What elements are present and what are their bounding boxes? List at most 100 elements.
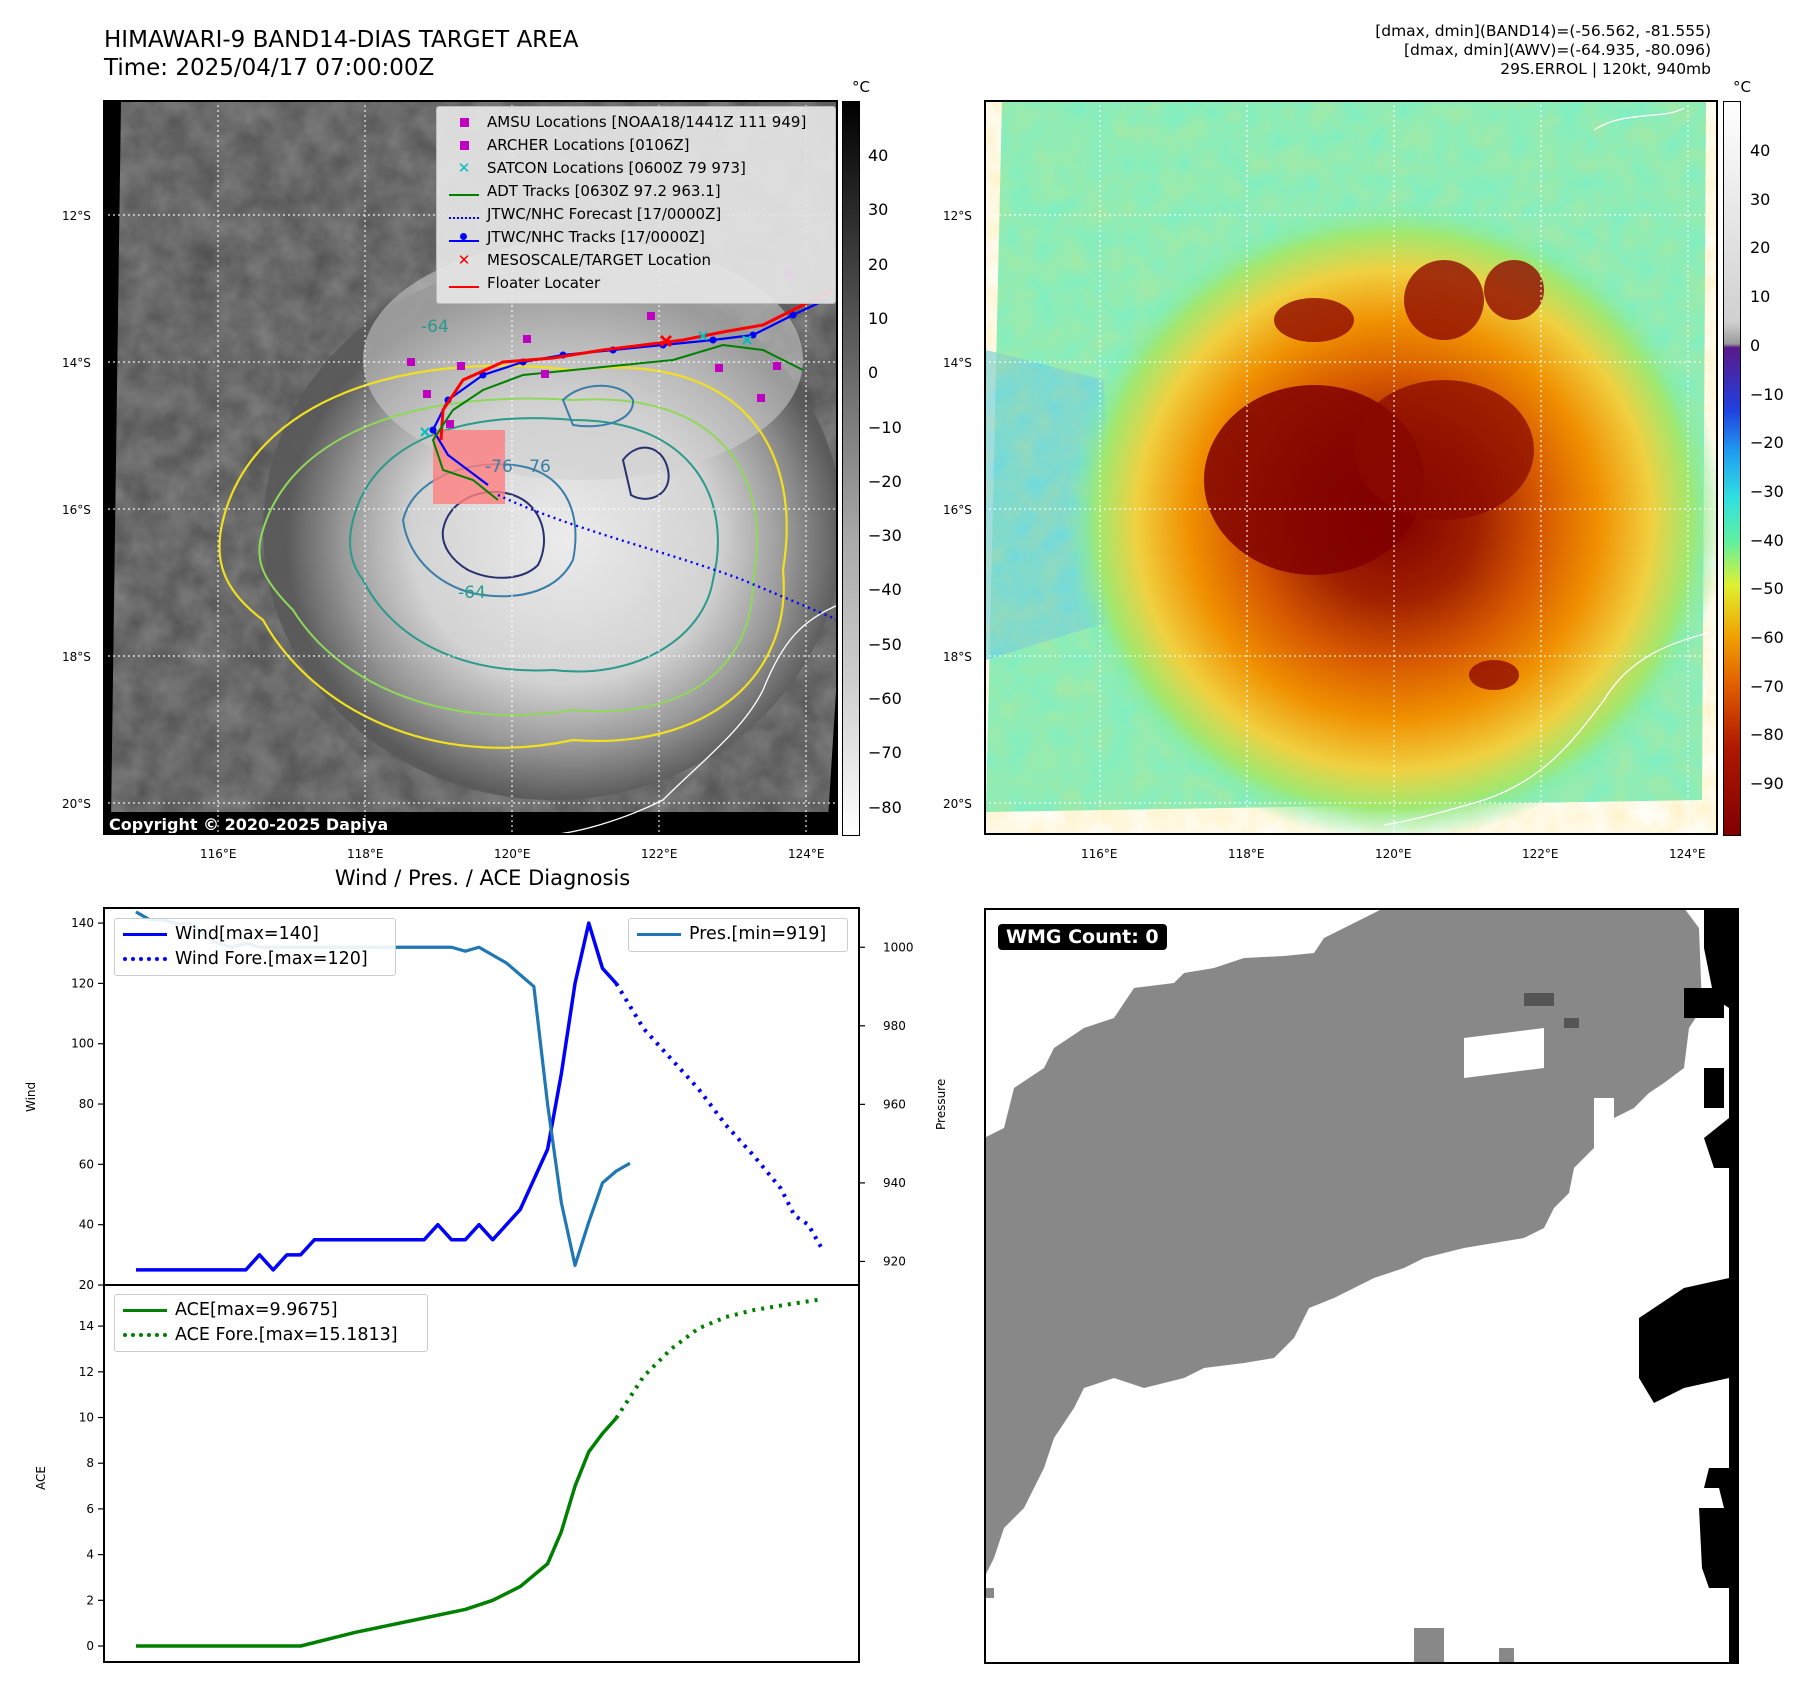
ace-ytick-label: 6: [86, 1502, 94, 1516]
lat-tick-14s-left: 14°S: [62, 356, 91, 370]
color-colorbar-tick: −20: [1750, 433, 1784, 453]
gray-colorbar-tick: −30: [868, 526, 902, 546]
ace-ytick-label: 10: [79, 1411, 94, 1425]
contour-label-2: -64: [458, 583, 486, 603]
lon-tick-120e-right: 120°E: [1375, 847, 1412, 861]
title-line-2: Time: 2025/04/17 07:00:00Z: [104, 55, 435, 81]
gray-colorbar-unit: °C: [852, 78, 870, 96]
wind-ytick-label: 100: [71, 1037, 94, 1051]
floater-track: [439, 288, 834, 441]
dotted-line-icon: [123, 957, 167, 961]
color-colorbar-tick: 40: [1750, 141, 1771, 160]
pressure-legend: Pres.[min=919]: [628, 918, 848, 952]
gray-colorbar-tick: −50: [868, 634, 902, 654]
line-icon: [447, 273, 481, 293]
gray-colorbar-tick: 0: [868, 363, 879, 383]
lon-tick-122e-left: 122°E: [641, 847, 678, 861]
gray-colorbar-tick: −60: [868, 689, 902, 708]
color-colorbar-tick: −90: [1750, 774, 1784, 794]
solid-line-icon: [123, 1308, 167, 1312]
lat-tick-12s-right: 12°S: [943, 209, 972, 223]
pressure-ytick-label: 1000: [883, 940, 914, 954]
lat-tick-14s-right: 14°S: [943, 356, 972, 370]
lon-tick-124e-left: 124°E: [788, 847, 825, 861]
x-marker-icon: ✕: [457, 250, 471, 269]
lat-tick-20s-right: 20°S: [943, 797, 972, 811]
legend-wind-fore: Wind Fore.[max=120]: [123, 947, 368, 971]
legend-row-adt: ADT Tracks [0630Z 97.2 963.1]: [447, 180, 721, 200]
lon-tick-116e-left: 116°E: [200, 847, 237, 861]
title-line-1: HIMAWARI-9 BAND14-DIAS TARGET AREA: [104, 27, 579, 53]
stats-line-1: [dmax, dmin](BAND14)=(-56.562, -81.555): [1375, 22, 1711, 40]
wind-ytick-label: 20: [79, 1278, 94, 1292]
stats-block: [dmax, dmin](BAND14)=(-56.562, -81.555) …: [1375, 22, 1711, 79]
line-icon: [447, 181, 481, 201]
pressure-ytick-label: 940: [883, 1176, 906, 1190]
color-colorbar-tick: −70: [1750, 676, 1784, 696]
ace-ytick-label: 12: [79, 1365, 94, 1379]
legend-row-jtwc-forecast: JTWC/NHC Forecast [17/0000Z]: [447, 203, 721, 223]
contour-label-3: -76: [485, 457, 513, 477]
lon-tick-124e-right: 124°E: [1669, 847, 1706, 861]
gray-colorbar-tick: 10: [868, 308, 889, 328]
map-legend: AMSU Locations [NOAA18/1441Z 111 949] AR…: [436, 106, 836, 304]
color-colorbar: [1723, 101, 1741, 836]
color-colorbar-tick: −50: [1750, 579, 1784, 599]
ace-ytick-label: 0: [86, 1639, 94, 1653]
lat-tick-18s-right: 18°S: [943, 650, 972, 664]
ace-ytick-label: 14: [79, 1319, 94, 1333]
solid-line-icon: [637, 932, 681, 936]
color-colorbar-tick: −80: [1750, 725, 1784, 745]
square-marker-icon: [447, 135, 481, 155]
wind-forecast-series-line: [614, 982, 824, 1250]
color-colorbar-tick: 10: [1750, 287, 1771, 307]
legend-wind: Wind[max=140]: [123, 922, 319, 946]
contour-label-1: -64: [421, 317, 449, 337]
wmg-svg: [986, 910, 1737, 1662]
color-map-svg: [986, 102, 1716, 833]
target-location-box: [433, 430, 505, 504]
wmg-count-badge: WMG Count: 0: [998, 924, 1167, 950]
legend-row-archer: ARCHER Locations [0106Z]: [447, 134, 690, 154]
grayscale-colorbar: [842, 101, 860, 836]
color-colorbar-tick: −40: [1750, 530, 1784, 550]
ace-ytick-label: 2: [86, 1593, 94, 1607]
lon-tick-118e-left: 118°E: [347, 847, 384, 861]
dotted-line-icon: [447, 204, 481, 224]
lat-tick-20s-left: 20°S: [62, 797, 91, 811]
wind-ytick-label: 80: [79, 1097, 94, 1111]
color-colorbar-tick: 0: [1750, 335, 1761, 355]
gray-colorbar-tick: 40: [868, 146, 889, 165]
grayscale-map-panel: -64 -64 -76 -76 Copyright © 2020-2025 Da…: [103, 100, 838, 835]
gray-colorbar-tick: −70: [868, 743, 902, 763]
ace-ytick-label: 8: [86, 1456, 94, 1470]
line-dot-icon: [447, 227, 481, 247]
color-colorbar-tick: −60: [1750, 628, 1784, 647]
color-colorbar-tick: −30: [1750, 481, 1784, 501]
lon-tick-118e-right: 118°E: [1228, 847, 1265, 861]
diagnosis-chart: 20 40 60 80 100 120 140 920 940 960 980 1000 0 2 4 6 8 10…: [71, 907, 914, 1663]
lon-tick-120e-left: 120°E: [494, 847, 531, 861]
pressure-ytick-label: 980: [883, 1019, 906, 1033]
ace-ytick-label: 4: [86, 1548, 94, 1562]
wind-ytick-label: 120: [71, 976, 94, 990]
contour-label-4: -76: [523, 457, 551, 477]
pressure-ytick-label: 960: [883, 1097, 906, 1111]
gray-colorbar-tick: 30: [868, 200, 889, 220]
pressure-axis-label: Pressure: [934, 1078, 948, 1130]
wind-series-line: [136, 921, 618, 1272]
legend-pres: Pres.[min=919]: [637, 922, 826, 946]
lon-tick-122e-right: 122°E: [1522, 847, 1559, 861]
legend-row-amsu: AMSU Locations [NOAA18/1441Z 111 949]: [447, 111, 806, 131]
lat-tick-16s-left: 16°S: [62, 503, 91, 517]
stats-line-2: [dmax, dmin](AWV)=(-64.935, -80.096): [1404, 41, 1711, 59]
gray-colorbar-tick: 20: [868, 254, 889, 274]
lat-tick-16s-right: 16°S: [943, 503, 972, 517]
copyright-text: Copyright © 2020-2025 Dapiya: [109, 815, 388, 834]
gray-colorbar-tick: −10: [868, 417, 902, 437]
gray-colorbar-tick: −20: [868, 471, 902, 491]
color-colorbar-unit: °C: [1733, 78, 1751, 96]
color-colorbar-tick: −10: [1750, 384, 1784, 404]
lat-tick-12s-left: 12°S: [62, 209, 91, 223]
legend-row-mesoscale: ✕ MESOSCALE/TARGET Location: [447, 249, 711, 269]
